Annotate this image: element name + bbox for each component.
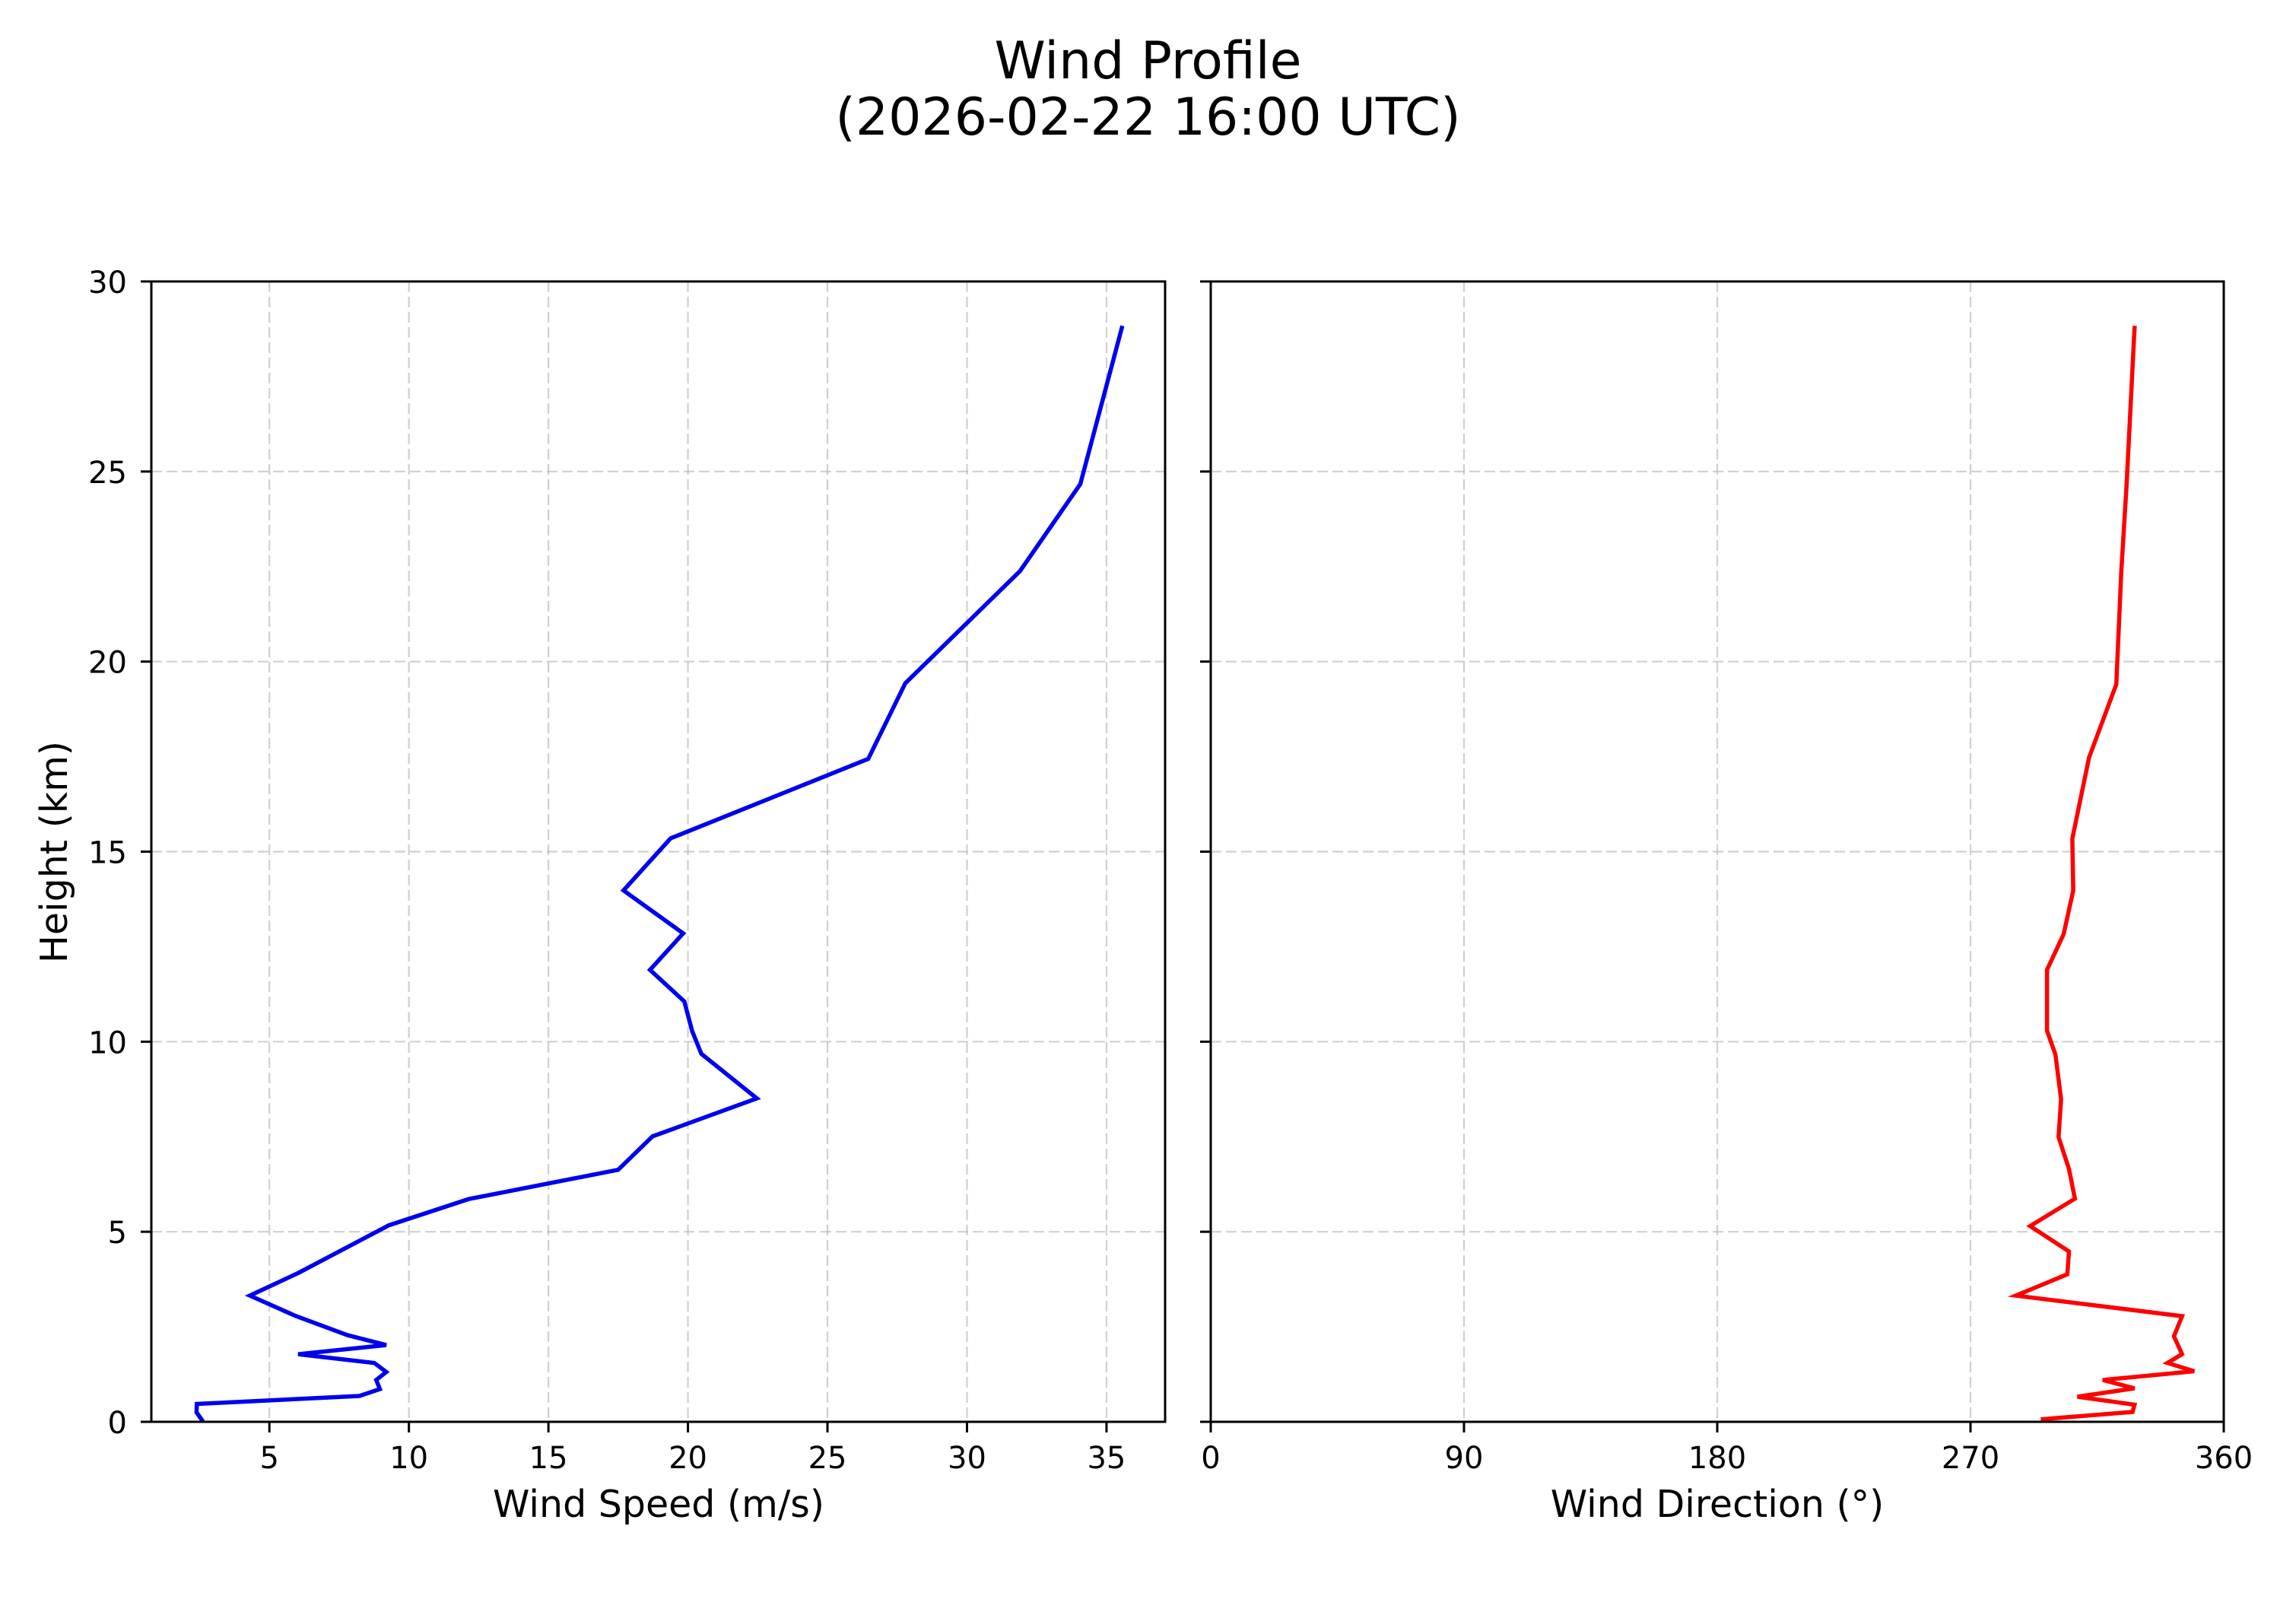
wind-direction-ticks: 0 90 180 270 360 (1200, 280, 2253, 1476)
x-tick-label: 10 (389, 1441, 428, 1476)
wind-speed-line (194, 325, 1125, 1423)
wind-speed-axes-frame (150, 280, 1167, 1423)
x-tick-label: 180 (1688, 1441, 1746, 1476)
chart-title-line2: (2026-02-22 16:00 UTC) (835, 87, 1460, 148)
wind-speed-ticks: 5 10 15 20 25 30 35 0 5 10 15 20 25 30 (88, 265, 1126, 1476)
x-tick-label: 35 (1087, 1441, 1126, 1476)
x-tick-label: 90 (1445, 1441, 1484, 1476)
wind-direction-line (2007, 326, 2196, 1422)
x-axis-label-wind-direction: Wind Direction (°) (1551, 1483, 1884, 1526)
wind-speed-gridlines (151, 281, 1165, 1422)
y-tick-label: 5 (108, 1216, 127, 1251)
x-tick-label: 0 (1201, 1441, 1220, 1476)
wind-direction-panel: 0 90 180 270 360 Wind Direction (°) (1200, 280, 2253, 1526)
y-tick-label: 0 (108, 1406, 127, 1441)
y-tick-label: 15 (88, 836, 127, 871)
y-tick-label: 30 (88, 265, 127, 300)
y-tick-label: 20 (88, 646, 127, 681)
y-tick-label: 25 (88, 456, 127, 491)
x-tick-label: 25 (808, 1441, 847, 1476)
x-tick-label: 270 (1942, 1441, 1999, 1476)
wind-speed-panel: 5 10 15 20 25 30 35 0 5 10 15 20 25 30 Wind Speed (m/… (33, 265, 1167, 1526)
x-tick-label: 360 (2195, 1441, 2253, 1476)
x-axis-label-wind-speed: Wind Speed (m/s) (493, 1483, 824, 1526)
x-tick-label: 15 (529, 1441, 568, 1476)
y-axis-label-height: Height (km) (33, 741, 76, 963)
chart-title-line1: Wind Profile (995, 31, 1302, 91)
wind-direction-gridlines (1211, 281, 2224, 1422)
x-tick-label: 20 (668, 1441, 707, 1476)
wind-direction-axes-frame (1209, 280, 2225, 1423)
y-tick-label: 10 (88, 1025, 127, 1060)
x-tick-label: 5 (259, 1441, 278, 1476)
x-tick-label: 30 (948, 1441, 986, 1476)
